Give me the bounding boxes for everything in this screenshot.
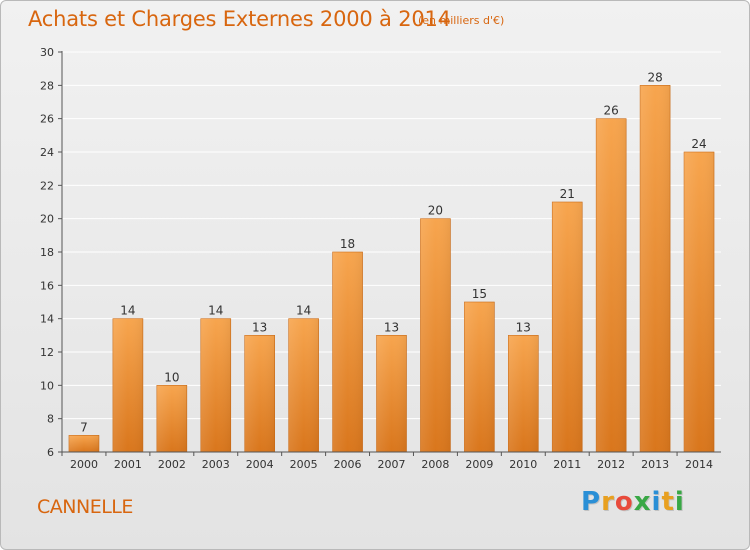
y-tick-label: 20	[40, 213, 54, 226]
x-tick-label-2008: 2008	[421, 458, 449, 471]
bar-shading	[640, 85, 671, 452]
y-tick-label: 30	[40, 46, 54, 59]
bar-shading	[200, 318, 231, 452]
x-tick-label-2002: 2002	[158, 458, 186, 471]
bar-shading	[288, 318, 319, 452]
y-tick-label: 16	[40, 279, 54, 292]
bar-shading	[552, 202, 583, 452]
x-tick-label-2010: 2010	[509, 458, 537, 471]
value-label-2005: 14	[296, 304, 311, 318]
bar-shading	[420, 218, 451, 452]
x-tick-label-2013: 2013	[641, 458, 669, 471]
value-label-2012: 26	[604, 104, 619, 118]
value-label-2010: 13	[516, 320, 531, 334]
value-label-2002: 10	[164, 370, 179, 384]
value-label-2009: 15	[472, 287, 487, 301]
chart-title: Achats et Charges Externes 2000 à 2014	[28, 7, 451, 31]
y-tick-label: 18	[40, 246, 54, 259]
y-tick-label: 10	[40, 379, 54, 392]
x-tick-label-2014: 2014	[685, 458, 713, 471]
y-tick-label: 24	[40, 146, 54, 159]
logo-letter: i	[651, 487, 662, 517]
bar-shading	[112, 318, 143, 452]
proxiti-logo: Proxiti	[581, 487, 685, 517]
x-tick-label-2005: 2005	[290, 458, 318, 471]
value-label-2008: 20	[428, 204, 443, 218]
bar-shading	[332, 252, 363, 452]
x-tick-label-2004: 2004	[246, 458, 274, 471]
y-tick-label: 6	[47, 446, 54, 459]
x-tick-label-2007: 2007	[378, 458, 406, 471]
logo-letter: r	[601, 487, 615, 517]
x-tick-label-2000: 2000	[70, 458, 98, 471]
y-tick-label: 14	[40, 313, 54, 326]
value-label-2014: 24	[691, 137, 706, 151]
y-tick-label: 22	[40, 179, 54, 192]
x-tick-label-2001: 2001	[114, 458, 142, 471]
x-tick-label-2009: 2009	[465, 458, 493, 471]
value-label-2003: 14	[208, 304, 223, 318]
value-label-2004: 13	[252, 320, 267, 334]
value-label-2013: 28	[647, 70, 662, 84]
value-label-2006: 18	[340, 237, 355, 251]
x-tick-label-2012: 2012	[597, 458, 625, 471]
y-tick-label: 12	[40, 346, 54, 359]
x-tick-label-2011: 2011	[553, 458, 581, 471]
bar-shading	[684, 152, 715, 452]
logo-letter: o	[614, 487, 634, 517]
x-tick-label-2006: 2006	[334, 458, 362, 471]
chart-subtitle: (en milliers d'€)	[418, 14, 505, 27]
bar-shading	[376, 335, 407, 452]
value-label-2011: 21	[560, 187, 575, 201]
bar-shading	[68, 435, 99, 452]
value-label-2000: 7	[80, 420, 88, 434]
value-label-2001: 14	[120, 304, 135, 318]
x-tick-label-2003: 2003	[202, 458, 230, 471]
logo-letter: P	[581, 487, 602, 517]
bar-shading	[508, 335, 539, 452]
logo-letter: i	[674, 487, 685, 517]
y-tick-label: 28	[40, 79, 54, 92]
logo-letter: t	[661, 487, 675, 517]
bar-shading	[596, 118, 627, 453]
y-tick-label: 26	[40, 113, 54, 126]
commune-name: CANNELLE	[37, 496, 133, 518]
value-label-2007: 13	[384, 320, 399, 334]
y-tick-label: 8	[47, 413, 54, 426]
logo-letter: x	[633, 487, 652, 517]
bar-shading	[156, 385, 187, 452]
bar-shading	[464, 302, 495, 452]
bar-shading	[244, 335, 275, 452]
